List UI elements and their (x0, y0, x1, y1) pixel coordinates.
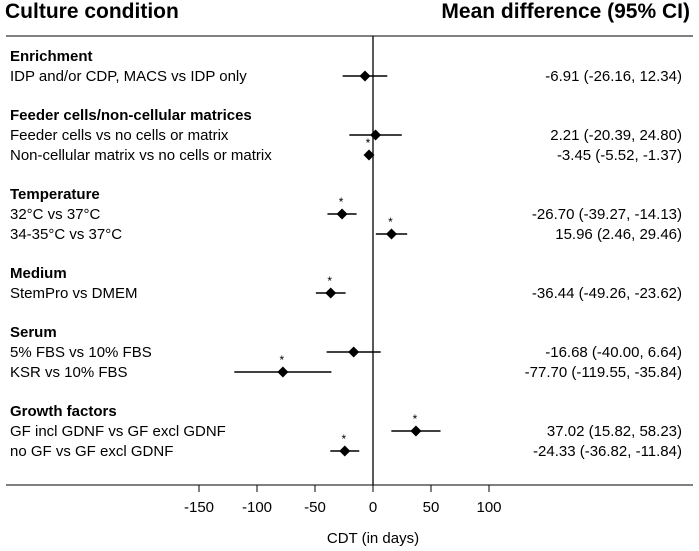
row-label: 32°C vs 37°C (10, 206, 101, 223)
row-ci-value: -16.68 (-40.00, 6.64) (545, 344, 682, 361)
x-tick-label: 0 (369, 499, 377, 516)
estimate-diamond (370, 129, 382, 141)
row-ci-value: 37.02 (15.82, 58.23) (547, 423, 682, 440)
estimate-diamond (339, 445, 351, 457)
row-ci-value: -26.70 (-39.27, -14.13) (532, 206, 682, 223)
row-label: KSR vs 10% FBS (10, 364, 128, 381)
estimate-diamond (325, 287, 337, 299)
row-label: 34-35°C vs 37°C (10, 226, 122, 243)
significance-asterisk: * (388, 215, 393, 229)
row-label: GF incl GDNF vs GF excl GDNF (10, 423, 226, 440)
group-title: Medium (10, 265, 67, 282)
x-tick-label: -100 (242, 499, 272, 516)
estimate-diamond (336, 208, 348, 220)
row-ci-value: -36.44 (-49.26, -23.62) (532, 285, 682, 302)
row-label: Feeder cells vs no cells or matrix (10, 127, 229, 144)
group-title: Feeder cells/non-cellular matrices (10, 107, 252, 124)
group-title: Serum (10, 324, 57, 341)
row-ci-value: -3.45 (-5.52, -1.37) (557, 147, 682, 164)
row-ci-value: 2.21 (-20.39, 24.80) (550, 127, 682, 144)
estimate-diamond (277, 366, 289, 378)
x-tick-label: -50 (304, 499, 326, 516)
row-label: StemPro vs DMEM (10, 285, 138, 302)
x-tick-label: -150 (184, 499, 214, 516)
significance-asterisk: * (366, 136, 371, 150)
column-header-culture-condition: Culture condition (5, 0, 179, 23)
x-tick-label: 100 (476, 499, 501, 516)
estimate-diamond (359, 70, 371, 82)
group-title: Growth factors (10, 403, 117, 420)
column-header-mean-difference: Mean difference (95% CI) (441, 0, 690, 23)
row-ci-value: -77.70 (-119.55, -35.84) (525, 364, 682, 381)
x-axis-label: CDT (in days) (327, 530, 419, 547)
significance-asterisk: * (341, 432, 346, 446)
estimate-diamond (410, 425, 422, 437)
row-ci-value: -24.33 (-36.82, -11.84) (533, 443, 682, 460)
row-label: IDP and/or CDP, MACS vs IDP only (10, 68, 247, 85)
group-title: Enrichment (10, 48, 93, 65)
significance-asterisk: * (327, 274, 332, 288)
estimate-diamond (363, 149, 375, 161)
significance-asterisk: * (413, 412, 418, 426)
row-label: no GF vs GF excl GDNF (10, 443, 173, 460)
row-label: 5% FBS vs 10% FBS (10, 344, 152, 361)
group-title: Temperature (10, 186, 100, 203)
row-label: Non-cellular matrix vs no cells or matri… (10, 147, 272, 164)
estimate-diamond (386, 228, 398, 240)
row-ci-value: 15.96 (2.46, 29.46) (555, 226, 682, 243)
significance-asterisk: * (339, 195, 344, 209)
estimate-diamond (348, 346, 360, 358)
row-ci-value: -6.91 (-26.16, 12.34) (545, 68, 682, 85)
x-tick-label: 50 (423, 499, 440, 516)
significance-asterisk: * (280, 353, 285, 367)
